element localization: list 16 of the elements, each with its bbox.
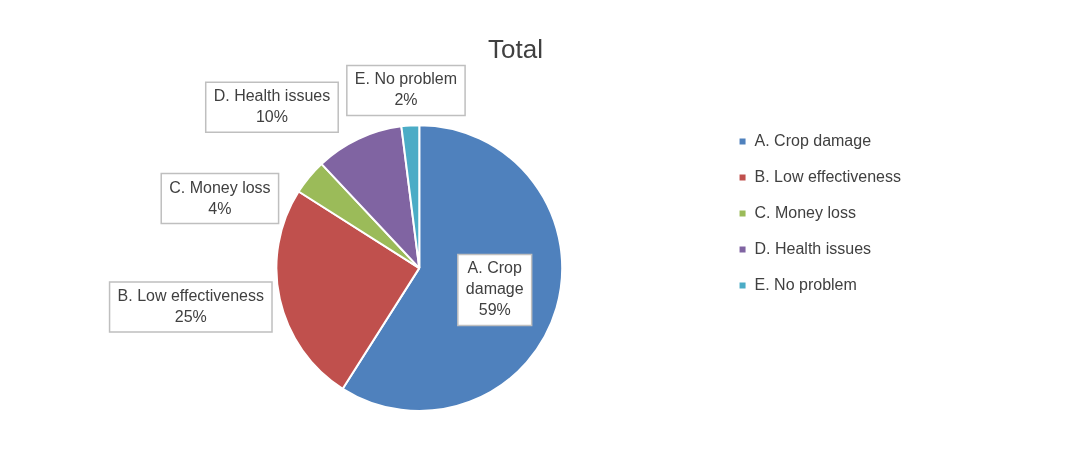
data-label: 25% <box>174 307 207 325</box>
chart-title: Total <box>488 33 543 64</box>
legend-label: D. Health issues <box>754 239 872 257</box>
slice-label: B. Low effectiveness <box>117 286 265 304</box>
legend-label: E. No problem <box>754 275 857 293</box>
slice-label: D. Health issues <box>213 87 331 105</box>
slice-label: A. Crop damage <box>465 259 524 298</box>
legend-label: A. Crop damage <box>754 131 872 149</box>
slice-label: C. Money loss <box>169 178 271 196</box>
data-label: 10% <box>255 108 288 126</box>
legend-label: C. Money loss <box>754 203 856 221</box>
data-label: 2% <box>394 91 418 109</box>
slice-label: E. No problem <box>354 70 458 88</box>
data-label: 4% <box>208 199 232 217</box>
data-label: 59% <box>478 301 511 319</box>
legend-label: B. Low effectiveness <box>754 167 901 185</box>
